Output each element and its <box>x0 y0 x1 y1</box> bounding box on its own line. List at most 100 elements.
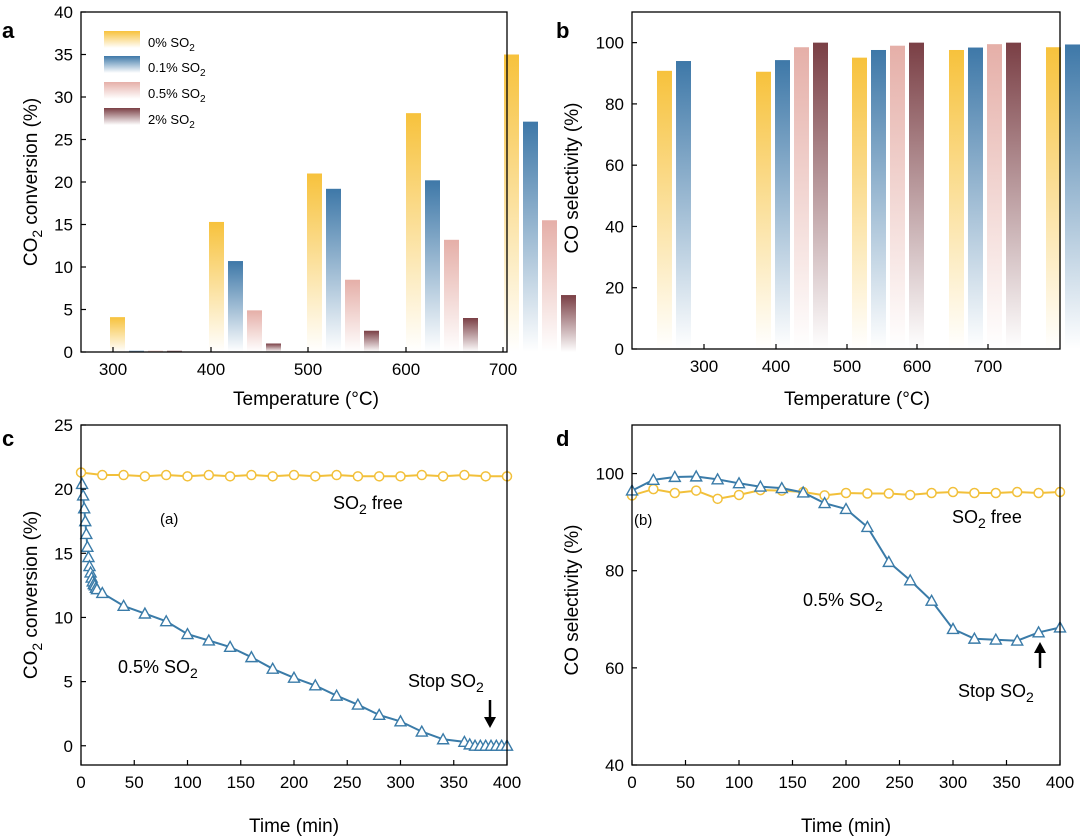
panel-c-ylabel: CO2 conversion (%) <box>21 511 45 679</box>
point-d-0 <box>990 487 1002 499</box>
panel-d-xtick-label: 100 <box>725 773 753 792</box>
panel-a-frame <box>80 11 508 353</box>
panel-a-legend: 0% SO2 0.1% SO2 0.5% SO2 2% SO2 <box>104 31 206 131</box>
panel-c-stop-arrow <box>484 700 496 728</box>
point-d-0 <box>690 485 702 496</box>
point-d-1 <box>689 469 703 482</box>
bar-b-500-s3 <box>909 42 924 350</box>
bar-a-300-s0 <box>110 317 125 352</box>
panel-b-xlabel: Temperature (°C) <box>784 389 930 410</box>
series-line-d-1 <box>631 475 1061 642</box>
point-d-1 <box>1010 633 1024 646</box>
panel-d-ytick-label: 100 <box>596 465 624 484</box>
bar-b-300-s1 <box>676 61 691 349</box>
point-d-1 <box>989 632 1003 645</box>
panel-a-xtick-label: 700 <box>489 360 517 379</box>
point-d-1 <box>668 470 682 483</box>
legend-swatch-3 <box>104 108 140 125</box>
panel-b-ytick-label: 80 <box>605 95 624 114</box>
bar-b-600-s2 <box>987 44 1002 349</box>
panel-d-xtick-label: 200 <box>832 773 860 792</box>
bar-a-500-s0 <box>307 173 322 352</box>
point-d-0 <box>669 487 681 499</box>
panel-c-so2-label: 0.5% SO2 <box>118 657 198 681</box>
panel-d-free-label: SO2 free <box>952 507 1022 531</box>
bar-b-300-s0 <box>657 70 672 350</box>
point-c-1 <box>95 586 109 599</box>
panel-b-xtick-label: 700 <box>974 357 1002 376</box>
panel-d-inner-label: (b) <box>634 512 652 529</box>
panel-a-xlabel: Temperature (°C) <box>233 389 379 410</box>
panel-d-xlabel: Time (min) <box>801 816 891 837</box>
bar-a-500-s2 <box>345 279 360 352</box>
panel-b-xtick-label: 500 <box>833 357 861 376</box>
point-c-0 <box>395 471 406 482</box>
point-d-1 <box>775 481 789 494</box>
point-c-0 <box>160 469 172 481</box>
panel-a-ytick-label: 5 <box>64 301 73 320</box>
bar-a-700-s3 <box>561 295 576 352</box>
point-d-0 <box>840 487 852 499</box>
panel-c-xtick-label: 350 <box>440 773 468 792</box>
point-c-0 <box>203 469 215 481</box>
bar-a-600-s1 <box>425 180 440 352</box>
bar-b-700-s1 <box>1065 44 1080 349</box>
point-c-0 <box>224 471 236 482</box>
point-d-1 <box>903 573 917 586</box>
bar-a-400-s3 <box>266 343 281 352</box>
point-c-1 <box>329 688 344 701</box>
panel-b-frame <box>631 11 1061 350</box>
panel-c-ytick-label: 5 <box>64 673 73 692</box>
point-c-1 <box>266 661 280 674</box>
point-d-0 <box>947 486 959 498</box>
panel-a-ytick-label: 40 <box>54 3 73 22</box>
point-d-0 <box>1011 486 1023 498</box>
bar-b-600-s1 <box>968 47 983 350</box>
panel-c-stop-label: Stop SO2 <box>408 671 484 695</box>
bar-a-600-s3 <box>463 318 478 352</box>
panel-d-xtick-label: 50 <box>676 773 695 792</box>
point-c-1 <box>77 501 91 514</box>
panel-c-xlabel: Time (min) <box>249 816 339 837</box>
legend-swatch-2 <box>104 82 140 99</box>
point-c-1 <box>79 527 94 540</box>
bar-b-600-s0 <box>949 49 964 350</box>
panel-a-ytick-label: 10 <box>54 258 73 277</box>
point-c-1 <box>180 627 195 640</box>
panel-d-ytick-label: 40 <box>605 756 624 775</box>
point-c-1 <box>436 732 450 745</box>
point-c-1 <box>76 488 90 501</box>
panel-letter-d: d <box>556 426 569 451</box>
bar-a-700-s2 <box>542 220 557 352</box>
bar-b-400-s0 <box>756 71 771 349</box>
panel-letter-b: b <box>556 18 569 43</box>
point-c-1 <box>138 606 152 619</box>
point-d-0 <box>1033 487 1044 499</box>
point-d-0 <box>969 487 980 499</box>
panel-c-ytick-label: 20 <box>54 480 73 499</box>
point-d-1 <box>839 502 853 515</box>
panel-c-xtick-label: 400 <box>493 773 521 792</box>
legend-label-0: 0% SO2 <box>148 35 195 54</box>
point-c-0 <box>182 471 193 482</box>
panel-c-ytick-label: 25 <box>54 416 73 435</box>
point-d-1 <box>646 472 661 485</box>
panel-d-stop-arrow <box>1034 642 1046 668</box>
panel-a-ytick-label: 30 <box>54 88 73 107</box>
panel-d-xtick-label: 300 <box>939 773 967 792</box>
point-c-1 <box>372 708 386 721</box>
point-c-0 <box>118 469 129 481</box>
panel-d-ylabel: CO selectivity (%) <box>562 525 583 676</box>
panel-d-xtick-label: 0 <box>627 773 636 792</box>
point-c-0 <box>310 471 321 482</box>
panel-d-xtick-label: 350 <box>992 773 1020 792</box>
point-d-1 <box>946 622 960 635</box>
panel-a-ytick-label: 20 <box>54 173 73 192</box>
panel-b-xtick-label: 400 <box>762 357 790 376</box>
panel-a-ytick-label: 15 <box>54 216 73 235</box>
legend-label-2: 0.5% SO2 <box>148 86 206 105</box>
point-c-0 <box>352 471 364 482</box>
panel-a-xtick-label: 500 <box>294 360 322 379</box>
point-c-1 <box>116 598 131 612</box>
bar-a-500-s3 <box>364 330 379 352</box>
